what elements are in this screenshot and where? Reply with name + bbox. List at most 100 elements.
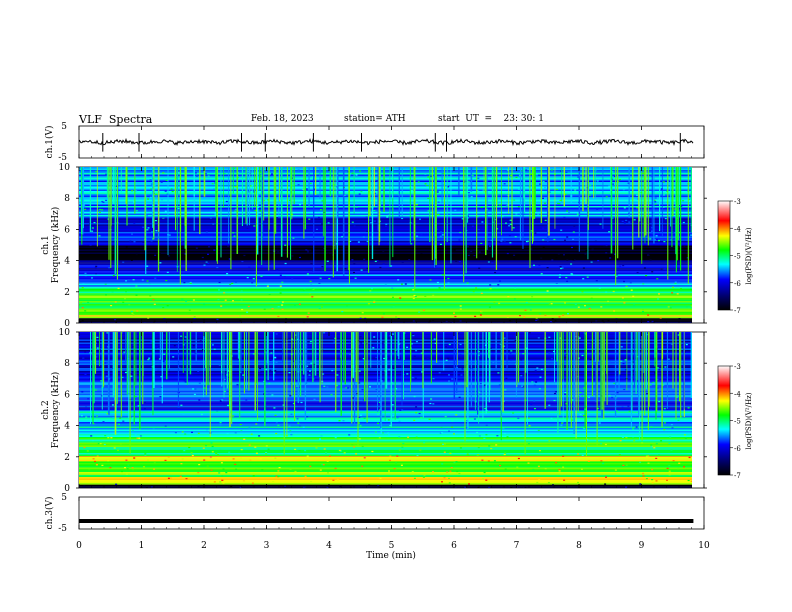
- spec-speckle: [535, 381, 538, 383]
- spec-speckle: [362, 399, 365, 401]
- spec-sferic: [343, 332, 344, 381]
- spec-speckle: [210, 469, 213, 471]
- spec-speckle: [596, 407, 599, 410]
- spec-speckle: [254, 218, 257, 220]
- spec-sferic-strong: [110, 167, 112, 226]
- spec-speckle: [81, 287, 84, 289]
- spec-speckle: [144, 453, 147, 455]
- spec-sferic-strong: [570, 332, 572, 429]
- spec-speckle: [411, 333, 414, 336]
- spec-speckle: [279, 292, 282, 294]
- spec-speckle: [432, 319, 435, 321]
- spec-speckle: [544, 187, 546, 189]
- spec-speckle: [603, 245, 606, 247]
- spec-sferic: [638, 167, 640, 238]
- spec-speckle: [164, 425, 167, 427]
- spec-speckle: [508, 320, 511, 322]
- spec-speckle: [83, 485, 86, 487]
- spec-speckle: [519, 315, 521, 317]
- spec-speckle: [95, 356, 98, 358]
- spec-speckle: [392, 415, 395, 417]
- spec-speckle: [647, 455, 650, 457]
- spec-sferic: [106, 167, 109, 198]
- spec-sferic: [259, 167, 261, 191]
- spec-speckle: [153, 468, 156, 470]
- spec-speckle: [161, 199, 164, 201]
- spec-speckle: [577, 306, 580, 308]
- spec-speckle: [477, 454, 480, 456]
- spec-speckle: [682, 221, 685, 224]
- spec-sferic-strong: [687, 167, 689, 284]
- colorbar-tick-label: -5: [734, 253, 741, 261]
- spec-speckle: [205, 231, 208, 233]
- spec-speckle: [398, 436, 401, 438]
- x-tick-label: 0: [76, 541, 82, 551]
- spec-speckle: [670, 424, 673, 426]
- spec-sferic: [315, 167, 317, 195]
- spec-speckle: [407, 436, 410, 438]
- spec-speckle: [464, 486, 467, 488]
- spec-speckle: [319, 277, 322, 279]
- spec-sferic: [488, 332, 490, 403]
- spec-speckle: [392, 305, 395, 307]
- spec-speckle: [472, 291, 475, 293]
- spec-speckle: [564, 393, 566, 395]
- spec-speckle: [527, 462, 530, 464]
- spec-sferic: [96, 167, 98, 247]
- spec-sferic: [568, 332, 570, 420]
- spec-speckle: [121, 332, 123, 334]
- spec-speckle: [599, 457, 602, 459]
- spec-sferic-strong: [351, 332, 353, 424]
- spec-speckle: [84, 351, 87, 353]
- spec-speckle: [496, 228, 499, 230]
- spec-speckle: [619, 440, 622, 442]
- spec-sferic-strong: [485, 167, 487, 255]
- spec-speckle: [211, 445, 214, 448]
- spec-speckle: [540, 273, 543, 275]
- spec-band-row: [79, 308, 692, 311]
- spec-speckle: [581, 395, 584, 397]
- spec-speckle: [413, 355, 416, 357]
- spec-band-row: [79, 458, 692, 460]
- spec-speckle: [612, 183, 614, 185]
- spec-speckle: [419, 218, 421, 220]
- spec-speckle: [491, 353, 494, 355]
- spec-speckle: [447, 186, 450, 188]
- spec-speckle: [669, 307, 672, 309]
- spec-speckle: [213, 348, 216, 350]
- spec-band-row: [79, 242, 692, 245]
- spec-speckle: [265, 378, 268, 380]
- spec-sferic: [517, 332, 520, 383]
- spec-speckle: [455, 461, 458, 463]
- spec-sferic: [594, 167, 596, 198]
- spec-sferic: [182, 332, 184, 373]
- spec-speckle: [218, 472, 221, 474]
- ch1-waveform-yaxis: 5 -5 ch.1(V): [44, 122, 67, 163]
- spec-speckle: [132, 314, 135, 316]
- spec-sferic-strong: [116, 167, 118, 280]
- spec-speckle: [439, 243, 442, 245]
- spec-speckle: [633, 304, 636, 306]
- spec-speckle: [496, 435, 499, 437]
- spec-speckle: [563, 216, 566, 218]
- spec-speckle: [647, 314, 650, 316]
- spec-speckle: [544, 219, 547, 221]
- spec-sferic: [672, 167, 674, 217]
- spec-speckle: [247, 305, 250, 308]
- ch3-ytick-top: 5: [61, 493, 67, 503]
- spec-speckle: [608, 361, 611, 363]
- spec-speckle: [303, 203, 306, 205]
- spec-speckle: [555, 462, 557, 464]
- spec-speckle: [265, 445, 268, 447]
- spec-sferic-strong: [230, 167, 232, 270]
- spec-speckle: [100, 440, 103, 443]
- spec-speckle: [614, 175, 616, 177]
- spec-sferic: [544, 332, 546, 409]
- spec-band-row: [79, 312, 692, 314]
- spec-speckle: [96, 347, 99, 349]
- spec-speckle: [633, 199, 636, 201]
- spec-speckle: [321, 464, 324, 466]
- spec-speckle: [453, 433, 455, 435]
- spec-speckle: [533, 400, 536, 402]
- spec-sferic: [223, 332, 225, 398]
